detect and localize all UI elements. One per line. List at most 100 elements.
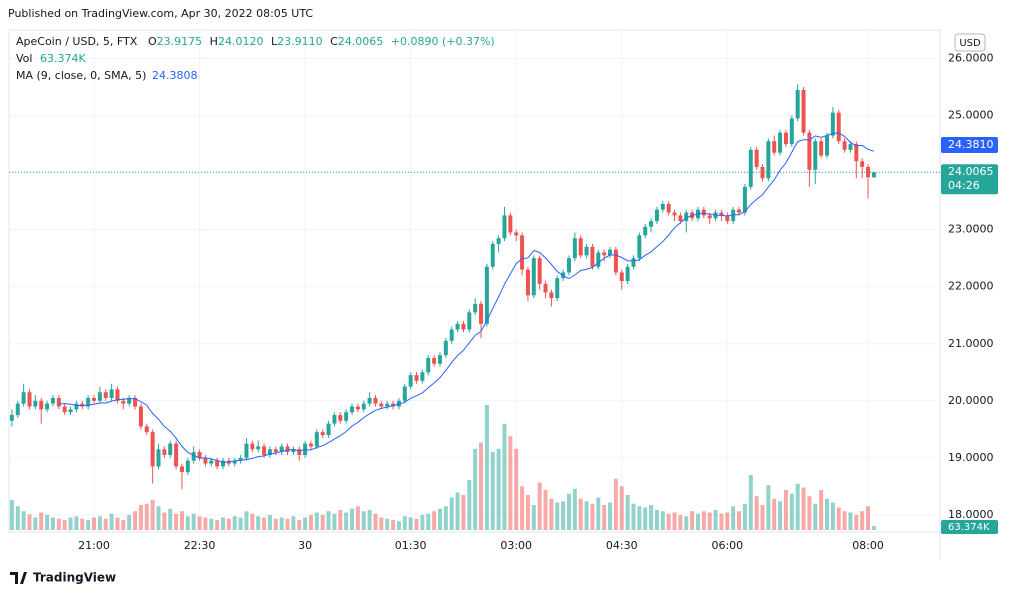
currency[interactable]: USD xyxy=(959,38,981,49)
candle-body xyxy=(314,432,319,447)
candle-body xyxy=(666,203,671,213)
volume-bar xyxy=(39,512,44,530)
volume-bar xyxy=(285,518,290,530)
candle-body xyxy=(156,449,161,467)
volume-bar xyxy=(602,505,607,530)
volume-bar xyxy=(631,503,636,530)
x-tick-label: 22:30 xyxy=(184,539,216,552)
x-tick-label: 04:30 xyxy=(606,539,638,552)
candle-body xyxy=(842,141,847,150)
brand: TradingView xyxy=(33,571,116,585)
candle-body xyxy=(33,400,38,407)
volume-bar xyxy=(625,495,630,530)
candle-body xyxy=(496,238,501,244)
candle-body xyxy=(613,249,618,273)
candle-body xyxy=(748,149,753,187)
candle-body xyxy=(672,212,677,216)
candle-body xyxy=(719,212,724,216)
legend-o: O xyxy=(148,35,157,48)
volume-bar xyxy=(467,480,472,530)
volume-bar xyxy=(338,510,343,530)
candle-body xyxy=(637,235,642,259)
volume-bar xyxy=(344,512,349,530)
volume-bar xyxy=(308,515,313,530)
candle-body xyxy=(830,112,835,136)
candle-body xyxy=(742,186,747,213)
volume-bar xyxy=(508,436,513,530)
volume-bar xyxy=(807,496,812,530)
candle-body xyxy=(338,415,343,421)
volume-bar xyxy=(848,512,853,530)
x-tick-label: 03:00 xyxy=(500,539,532,552)
legend-change: +0.0890 (+0.37%) xyxy=(391,35,495,48)
currency-box[interactable] xyxy=(954,33,986,52)
volume-bar xyxy=(402,516,407,530)
candle-body xyxy=(121,400,126,404)
candle-body xyxy=(437,355,442,364)
volume-bar xyxy=(437,508,442,530)
candle-body xyxy=(256,446,261,450)
volume-bar xyxy=(578,498,583,530)
volume-bar xyxy=(566,493,571,530)
volume-bar xyxy=(244,511,249,530)
candle-body xyxy=(531,258,536,296)
candle-body xyxy=(602,252,607,256)
volume-bar xyxy=(484,405,489,530)
candle-body xyxy=(45,403,50,410)
volume-bar xyxy=(836,507,841,530)
volume-bar xyxy=(713,510,718,530)
volume-bar xyxy=(531,505,536,530)
volume-bar xyxy=(590,503,595,530)
volume-bar xyxy=(766,485,771,530)
volume-bar xyxy=(50,517,55,530)
candle-body xyxy=(396,400,401,407)
candle-body xyxy=(772,141,777,153)
candle-body xyxy=(643,226,648,236)
candle-body xyxy=(232,460,237,464)
candle-body xyxy=(660,203,665,210)
candle-body xyxy=(566,258,571,273)
legend-open: 23.9175 xyxy=(157,35,203,48)
candle-body xyxy=(731,209,736,222)
candle-body xyxy=(244,443,249,458)
y-tick-label: 19.0000 xyxy=(948,451,994,464)
candle-body xyxy=(162,449,167,455)
candle-body xyxy=(619,272,624,281)
volume-bar xyxy=(45,515,50,530)
candle-body xyxy=(144,426,149,433)
candle-body xyxy=(150,432,155,467)
candle-body xyxy=(707,215,712,219)
candle-body xyxy=(795,89,800,119)
volume-bar xyxy=(256,516,261,530)
candle-body xyxy=(385,403,390,407)
y-tick-label: 22.0000 xyxy=(948,280,994,293)
volume-bar xyxy=(156,506,161,530)
last-price: 24.0065 xyxy=(948,165,994,178)
candle-body xyxy=(138,406,143,427)
candle-body xyxy=(279,446,284,453)
volume-bar xyxy=(660,511,665,530)
volume-bar xyxy=(543,490,548,530)
volume-bar xyxy=(754,496,759,530)
candle-body xyxy=(179,466,184,473)
candle-body xyxy=(854,144,859,162)
volume-bar xyxy=(291,516,296,530)
candle-body xyxy=(807,132,812,170)
volume-bar xyxy=(361,511,366,530)
published-note: Published on TradingView.com, Apr 30, 20… xyxy=(8,7,313,20)
volume-bar xyxy=(238,517,243,530)
volume-bar xyxy=(197,516,202,530)
volume-bar xyxy=(830,502,835,530)
candle-body xyxy=(490,243,495,267)
volume-bar xyxy=(490,451,495,530)
candle-body xyxy=(250,443,255,450)
candle-body xyxy=(848,144,853,150)
countdown: 04:26 xyxy=(948,179,980,192)
candle-body xyxy=(203,457,208,464)
volume-bar xyxy=(449,497,454,530)
volume-bar xyxy=(21,511,26,530)
candle-body xyxy=(783,132,788,145)
volume-bar xyxy=(391,520,396,530)
candle-body xyxy=(15,403,20,416)
